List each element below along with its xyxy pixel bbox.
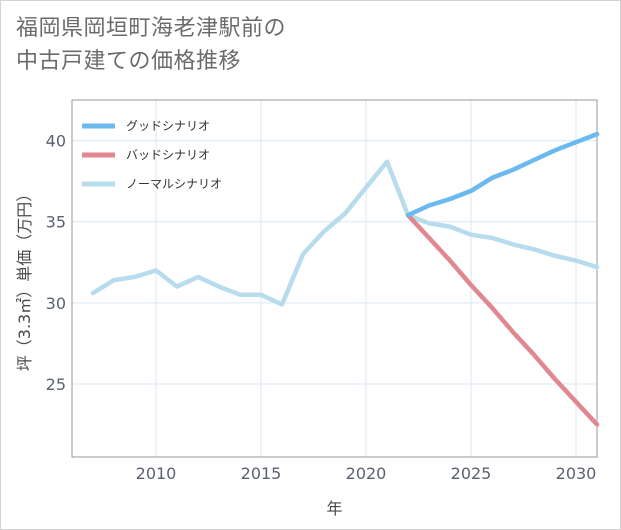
y-tick-label: 40 [46,132,66,151]
y-axis-label: 坪（3.3㎡）単価（万円） [15,186,34,371]
x-tick-label: 2020 [346,464,387,483]
x-tick-label: 2030 [556,464,597,483]
series-layer [90,131,600,427]
x-tick-label: 2010 [136,464,177,483]
y-tick-label: 35 [46,213,66,232]
plot-area [71,99,598,458]
x-tick-label: 2025 [451,464,492,483]
legend-label: バッドシナリオ [126,148,210,162]
chart-title-line2: 中古戸建ての価格推移 [16,49,242,74]
axis-ticks: 2010 2015 2020 2025 2030 25 30 35 40 [46,132,597,483]
grid-lines [72,100,597,457]
y-tick-label: 30 [46,294,66,313]
x-tick-label: 2015 [241,464,282,483]
y-tick-label: 25 [46,375,66,394]
chart-title-line1: 福岡県岡垣町海老津駅前の [16,16,287,41]
chart-title: 福岡県岡垣町海老津駅前の 中古戸建ての価格推移 [16,12,286,78]
x-axis-label: 年 [326,499,342,518]
series-line-2 [405,212,600,427]
legend-label: グッドシナリオ [126,119,210,133]
series-line-3 [90,159,600,307]
series-line-1 [405,131,600,218]
legend-label: ノーマルシナリオ [126,177,222,191]
